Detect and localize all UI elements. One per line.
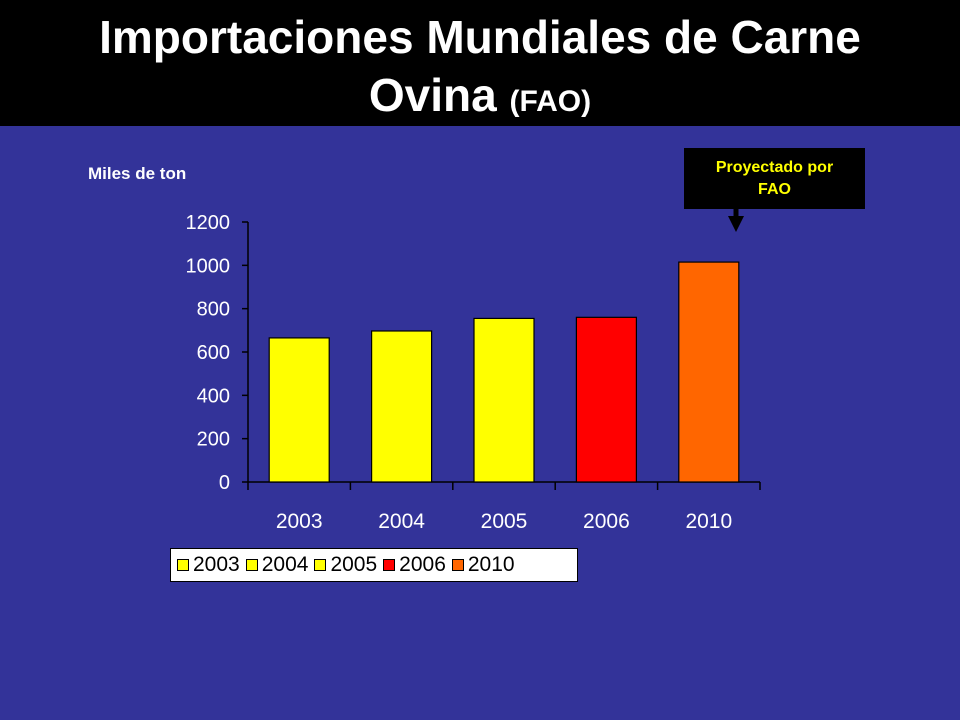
bar-2004 bbox=[371, 330, 433, 483]
x-tick-label: 2005 bbox=[481, 510, 528, 533]
legend-label: 2006 bbox=[399, 553, 446, 576]
x-tick-label: 2004 bbox=[378, 510, 425, 533]
legend-swatch bbox=[177, 559, 189, 571]
legend-label: 2003 bbox=[193, 553, 240, 576]
legend-swatch bbox=[451, 559, 464, 571]
callout-arrow-head bbox=[728, 216, 744, 232]
callout-line-1: Proyectado por bbox=[715, 158, 834, 176]
page-title: Importaciones Mundiales de Carne Ovina (F… bbox=[0, 8, 960, 131]
legend-swatch bbox=[314, 559, 327, 571]
legend-label: 2005 bbox=[330, 553, 378, 576]
x-tick-label: 2010 bbox=[685, 510, 732, 533]
header-bar: Importaciones Mundiales de Carne Ovina (F… bbox=[0, 0, 960, 126]
title-suffix: (FAO) bbox=[509, 85, 592, 118]
legend-item: 2003 bbox=[177, 553, 240, 577]
y-tick-label: 1000 bbox=[186, 255, 231, 277]
y-tick-label: 800 bbox=[197, 299, 230, 321]
legend-item: 2010 bbox=[451, 553, 515, 577]
legend-item: 2005 bbox=[314, 553, 377, 577]
callout-line-2: FAO bbox=[758, 180, 791, 198]
legend-item: 2006 bbox=[383, 553, 446, 577]
y-tick-label: 600 bbox=[197, 342, 230, 364]
chart-legend: 2003 2004 2005 2006 2010 bbox=[170, 548, 578, 582]
x-tick-label: 2006 bbox=[583, 510, 630, 533]
legend-item: 2004 bbox=[245, 553, 309, 577]
bar-2005 bbox=[473, 317, 535, 483]
y-tick-label: 200 bbox=[197, 429, 230, 451]
y-tick-label: 0 bbox=[219, 472, 230, 494]
x-tick-label: 2003 bbox=[276, 510, 323, 533]
bar-2003 bbox=[268, 337, 330, 483]
legend-swatch bbox=[383, 559, 396, 571]
y-axis-label: Miles de ton bbox=[88, 164, 187, 183]
y-tick-label: 400 bbox=[197, 385, 230, 407]
title-main: Importaciones Mundiales de Carne Ovina bbox=[99, 11, 861, 121]
projection-callout: Proyectado por FAO bbox=[684, 148, 865, 209]
legend-swatch bbox=[245, 559, 258, 571]
bar-2006 bbox=[575, 316, 638, 483]
legend-label: 2010 bbox=[467, 553, 515, 576]
y-tick-label: 1200 bbox=[186, 212, 231, 234]
bar-2010 bbox=[678, 261, 740, 483]
legend-label: 2004 bbox=[261, 553, 309, 576]
